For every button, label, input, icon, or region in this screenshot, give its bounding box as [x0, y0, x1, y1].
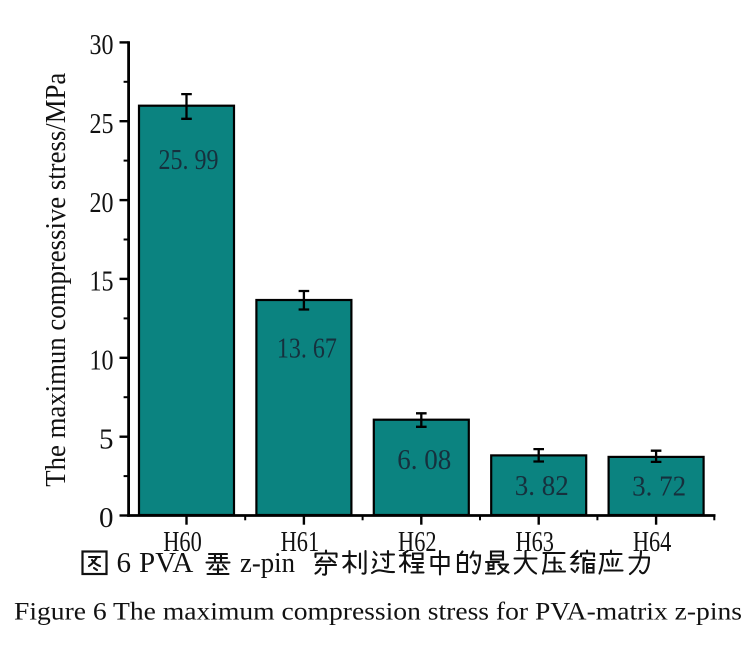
svg-text:30: 30 — [90, 29, 114, 61]
svg-text:0: 0 — [99, 502, 114, 534]
svg-text:13. 67: 13. 67 — [277, 332, 337, 364]
svg-text:3. 82: 3. 82 — [515, 470, 569, 502]
svg-text:z-pin: z-pin — [240, 547, 295, 579]
svg-text:10: 10 — [90, 345, 114, 377]
svg-text:Figure 6 The maximum compressi: Figure 6 The maximum compression stress … — [14, 599, 742, 626]
svg-text:H60: H60 — [163, 526, 202, 558]
svg-text:5: 5 — [99, 423, 114, 455]
svg-text:25: 25 — [90, 108, 114, 140]
svg-text:PVA: PVA — [139, 547, 193, 579]
svg-text:H64: H64 — [633, 526, 672, 558]
svg-text:25. 99: 25. 99 — [159, 144, 219, 176]
svg-text:3. 72: 3. 72 — [632, 470, 686, 502]
svg-text:H61: H61 — [281, 526, 320, 558]
svg-text:6: 6 — [117, 547, 132, 579]
svg-text:20: 20 — [90, 187, 114, 219]
svg-text:15: 15 — [90, 266, 114, 298]
svg-text:6. 08: 6. 08 — [397, 444, 451, 476]
svg-text:The maximun compressive stress: The maximun compressive stress/MPa — [40, 73, 72, 487]
